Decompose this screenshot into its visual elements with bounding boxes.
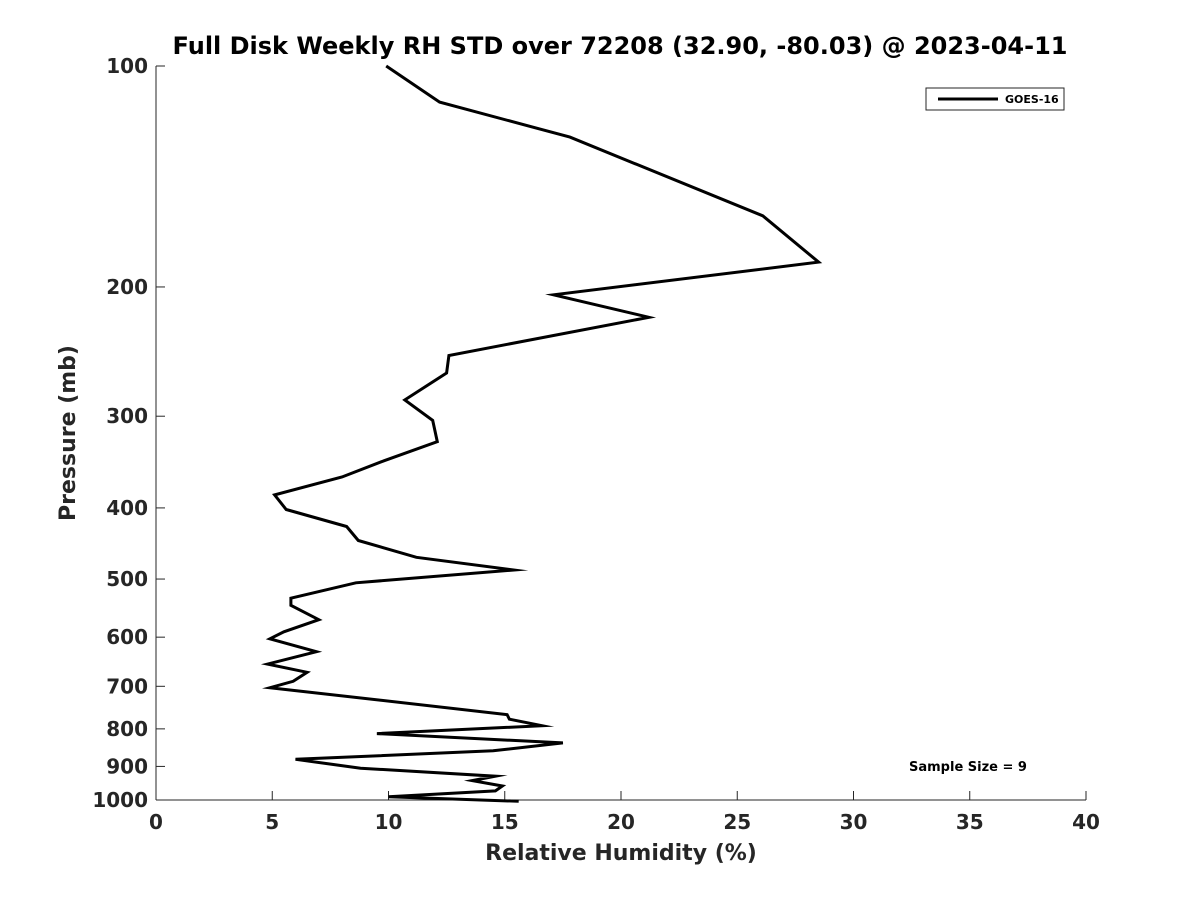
sample-size-note: Sample Size = 9 [909,760,1027,775]
plot-area [156,66,1086,800]
y-tick-label: 700 [106,674,148,698]
y-tick-label: 900 [106,754,148,778]
x-tick-label: 5 [265,810,279,834]
chart-title: Full Disk Weekly RH STD over 72208 (32.9… [173,32,1068,60]
y-axis-label: Pressure (mb) [56,345,81,521]
x-tick-label: 0 [149,810,163,834]
x-axis-ticks: 0 5 10 15 20 25 30 35 40 [149,791,1100,834]
y-tick-label: 300 [106,404,148,428]
x-tick-label: 30 [840,810,868,834]
y-tick-label: 500 [106,567,148,591]
y-tick-label: 600 [106,625,148,649]
y-tick-label: 1000 [92,788,148,812]
x-tick-label: 10 [375,810,403,834]
x-axis-label: Relative Humidity (%) [485,841,757,866]
x-tick-label: 35 [956,810,984,834]
legend-label-goes16: GOES-16 [1005,93,1059,106]
y-tick-label: 400 [106,496,148,520]
series-line-goes16 [260,64,823,803]
y-tick-label: 800 [106,717,148,741]
series-layer [260,64,823,803]
y-tick-label: 200 [106,275,148,299]
x-tick-label: 40 [1072,810,1100,834]
legend: GOES-16 [925,87,1065,111]
y-axis-ticks: 100 200 300 400 500 600 700 800 900 1000 [92,54,165,812]
x-tick-label: 20 [607,810,635,834]
x-tick-label: 15 [491,810,519,834]
y-tick-label: 100 [106,54,148,78]
x-tick-label: 25 [723,810,751,834]
